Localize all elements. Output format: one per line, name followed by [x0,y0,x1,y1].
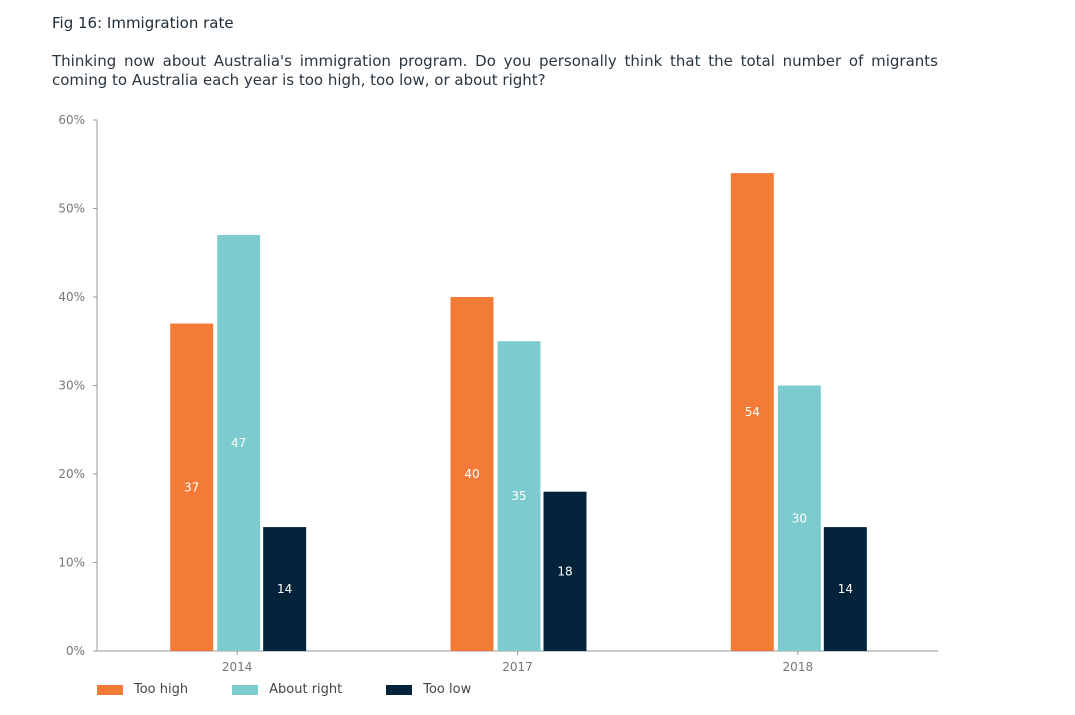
legend-label: Too high [134,682,189,697]
legend-swatch [232,684,259,695]
x-tick-label: 2018 [783,660,814,674]
legend-swatch [386,684,413,695]
bar-about-right [497,341,541,651]
legend-item: About right [232,682,342,697]
bar-too-high [450,297,494,651]
legend-label: Too low [423,682,472,697]
legend-label: About right [269,682,343,697]
bar-too-high [730,173,774,651]
legend-item: Too low [386,682,471,697]
chart-title: Fig 16: Immigration rate [52,14,234,32]
data-label: 40 [464,467,479,481]
legend-item: Too high [97,682,188,697]
data-label: 37 [184,480,199,494]
x-tick-label: 2017 [502,660,533,674]
bar-too-low [823,527,867,651]
data-label: 54 [745,405,760,419]
y-tick-label: 30% [58,379,85,393]
bar-too-high [170,323,214,651]
y-tick-label: 60% [58,113,85,127]
bar-about-right [777,385,821,651]
data-label: 30 [792,511,807,525]
legend: Too high About right Too low [97,682,515,697]
data-label: 18 [557,564,572,578]
chart-subtitle: Thinking now about Australia's immigrati… [52,52,938,89]
legend-swatch [97,684,123,695]
bar-too-low [543,491,587,651]
y-tick-label: 50% [58,202,85,216]
data-label: 14 [838,582,853,596]
y-tick-label: 40% [58,290,85,304]
bar-too-low [263,527,307,651]
x-tick-label: 2014 [222,660,253,674]
y-tick-label: 0% [66,644,85,658]
data-label: 14 [277,582,292,596]
y-tick-label: 10% [58,556,85,570]
bar-about-right [217,235,261,652]
data-label: 35 [511,489,526,503]
data-label: 47 [231,436,246,450]
y-tick-label: 20% [58,467,85,481]
